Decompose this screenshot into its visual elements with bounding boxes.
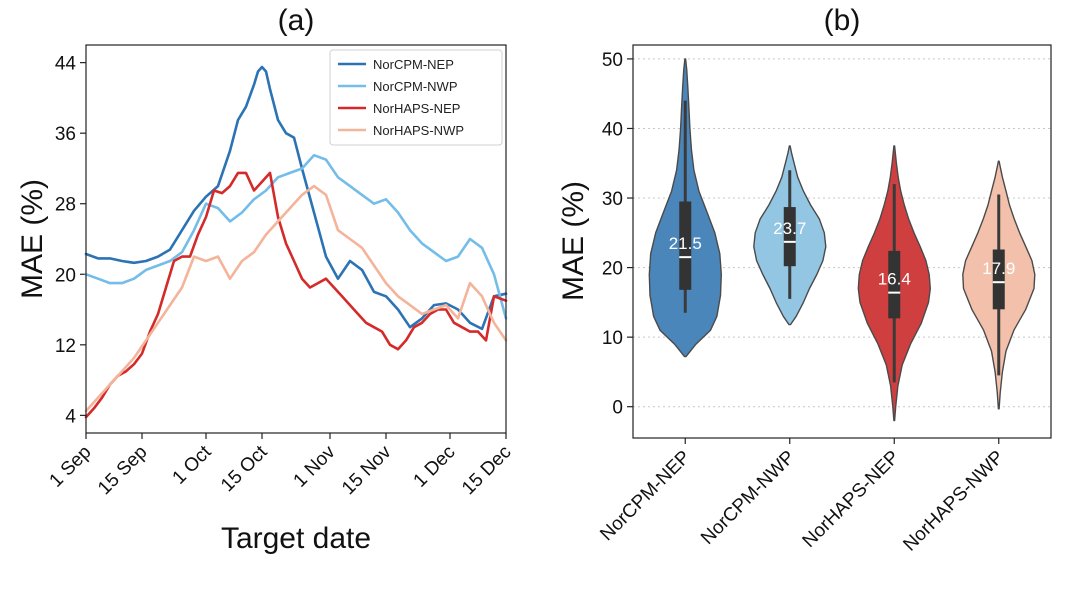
panel-b-y-ticks: 0 10 20 30 40 50: [602, 50, 633, 419]
iqr-box-norcpm-nwp: [783, 207, 796, 267]
x-tick-label-norcpm-nwp: NorCPM-NWP: [697, 447, 799, 549]
panel-b-violins: 21.5 23.7 16.4 17.9: [648, 58, 1036, 422]
iqr-box-norcpm-nep: [679, 201, 692, 290]
y-tick-label: 30: [602, 189, 623, 210]
x-tick-label-norcpm-nep: NorCPM-NEP: [596, 447, 694, 545]
panel-a-y-label: MAE (%): [16, 179, 49, 299]
y-tick-label: 10: [602, 328, 623, 349]
legend-entries: NorCPM-NEP NorCPM-NWP NorHAPS-NEP NorHAPS-N…: [338, 57, 464, 138]
y-tick-label: 20: [602, 259, 623, 280]
legend-label-norhaps-nwp: NorHAPS-NWP: [373, 123, 464, 138]
y-tick-label: 12: [55, 336, 76, 357]
series-line-norcpm-nep: [84, 65, 508, 331]
x-tick-label: 15 Sep: [94, 442, 151, 499]
legend-label-norcpm-nep: NorCPM-NEP: [373, 57, 454, 72]
iqr-box-norhaps-nwp: [992, 249, 1005, 310]
panel-a-frame: [85, 44, 507, 434]
y-tick-label: 20: [55, 265, 76, 286]
panel-b-title: (b): [824, 4, 861, 37]
median-label-norcpm-nwp: 23.7: [773, 219, 806, 238]
x-tick-label: 1 Sep: [46, 442, 96, 492]
x-tick-label-norhaps-nep: NorHAPS-NEP: [799, 447, 904, 552]
panel-b-frame: [632, 44, 1052, 439]
series-line-norhaps-nep: [84, 171, 508, 419]
series-line-norcpm-nwp: [84, 153, 508, 320]
legend-box: [329, 49, 503, 146]
y-tick-label: 4: [65, 406, 76, 427]
panel-a-legend: NorCPM-NEP NorCPM-NWP NorHAPS-NEP NorHAPS-N…: [329, 49, 503, 146]
iqr-box-norhaps-nep: [888, 250, 901, 319]
y-tick-label: 44: [55, 54, 77, 75]
y-tick-label: 0: [612, 398, 623, 419]
panel-a-x-label: Target date: [221, 522, 371, 555]
x-tick-label: 15 Nov: [338, 441, 396, 499]
x-tick-label: 15 Oct: [217, 441, 272, 496]
legend-label-norhaps-nep: NorHAPS-NEP: [373, 101, 460, 116]
x-tick-label: 1 Dec: [410, 442, 460, 492]
x-tick-label: 15 Dec: [458, 442, 515, 499]
panel-a-title: (a): [278, 4, 315, 37]
y-tick-label: 36: [55, 124, 76, 145]
series-line-norhaps-nwp: [84, 184, 508, 413]
x-tick-label-norhaps-nwp: NorHAPS-NWP: [899, 447, 1008, 556]
panel-a-series: [84, 65, 508, 419]
panel-b-x-ticks: NorCPM-NEP NorCPM-NWP NorHAPS-NEPNorHAPS-N…: [596, 438, 1008, 556]
y-tick-label: 40: [602, 119, 623, 140]
x-tick-label: 1 Nov: [290, 441, 340, 491]
panel-b: (b) 0 10 20 30 40 50 21.5 23.7 16.4 17.9 NorCPM-…: [557, 4, 1052, 556]
x-tick-label: 1 Oct: [169, 441, 216, 488]
median-label-norhaps-nwp: 17.9: [982, 259, 1015, 278]
panel-b-y-label: MAE (%): [557, 181, 590, 301]
y-tick-label: 28: [55, 195, 76, 216]
panel-a-y-ticks: 4 12 20 28 36 44: [55, 54, 86, 427]
median-label-norcpm-nep: 21.5: [669, 234, 702, 253]
median-label-norhaps-nep: 16.4: [878, 270, 911, 289]
legend-label-norcpm-nwp: NorCPM-NWP: [373, 79, 458, 94]
y-tick-label: 50: [602, 50, 623, 71]
